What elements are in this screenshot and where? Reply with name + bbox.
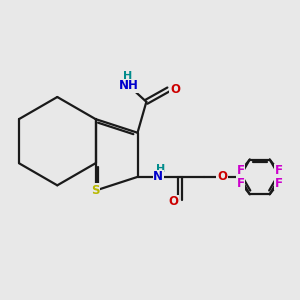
Text: F: F	[274, 164, 283, 177]
Text: F: F	[237, 164, 245, 177]
Text: O: O	[170, 83, 180, 96]
Text: O: O	[217, 170, 227, 183]
Text: O: O	[169, 195, 179, 208]
Text: N: N	[153, 170, 163, 183]
Text: NH: NH	[119, 79, 139, 92]
Text: H: H	[123, 71, 132, 81]
Text: S: S	[91, 184, 100, 197]
Text: F: F	[274, 176, 283, 190]
Text: F: F	[237, 176, 245, 190]
Text: H: H	[156, 164, 165, 174]
